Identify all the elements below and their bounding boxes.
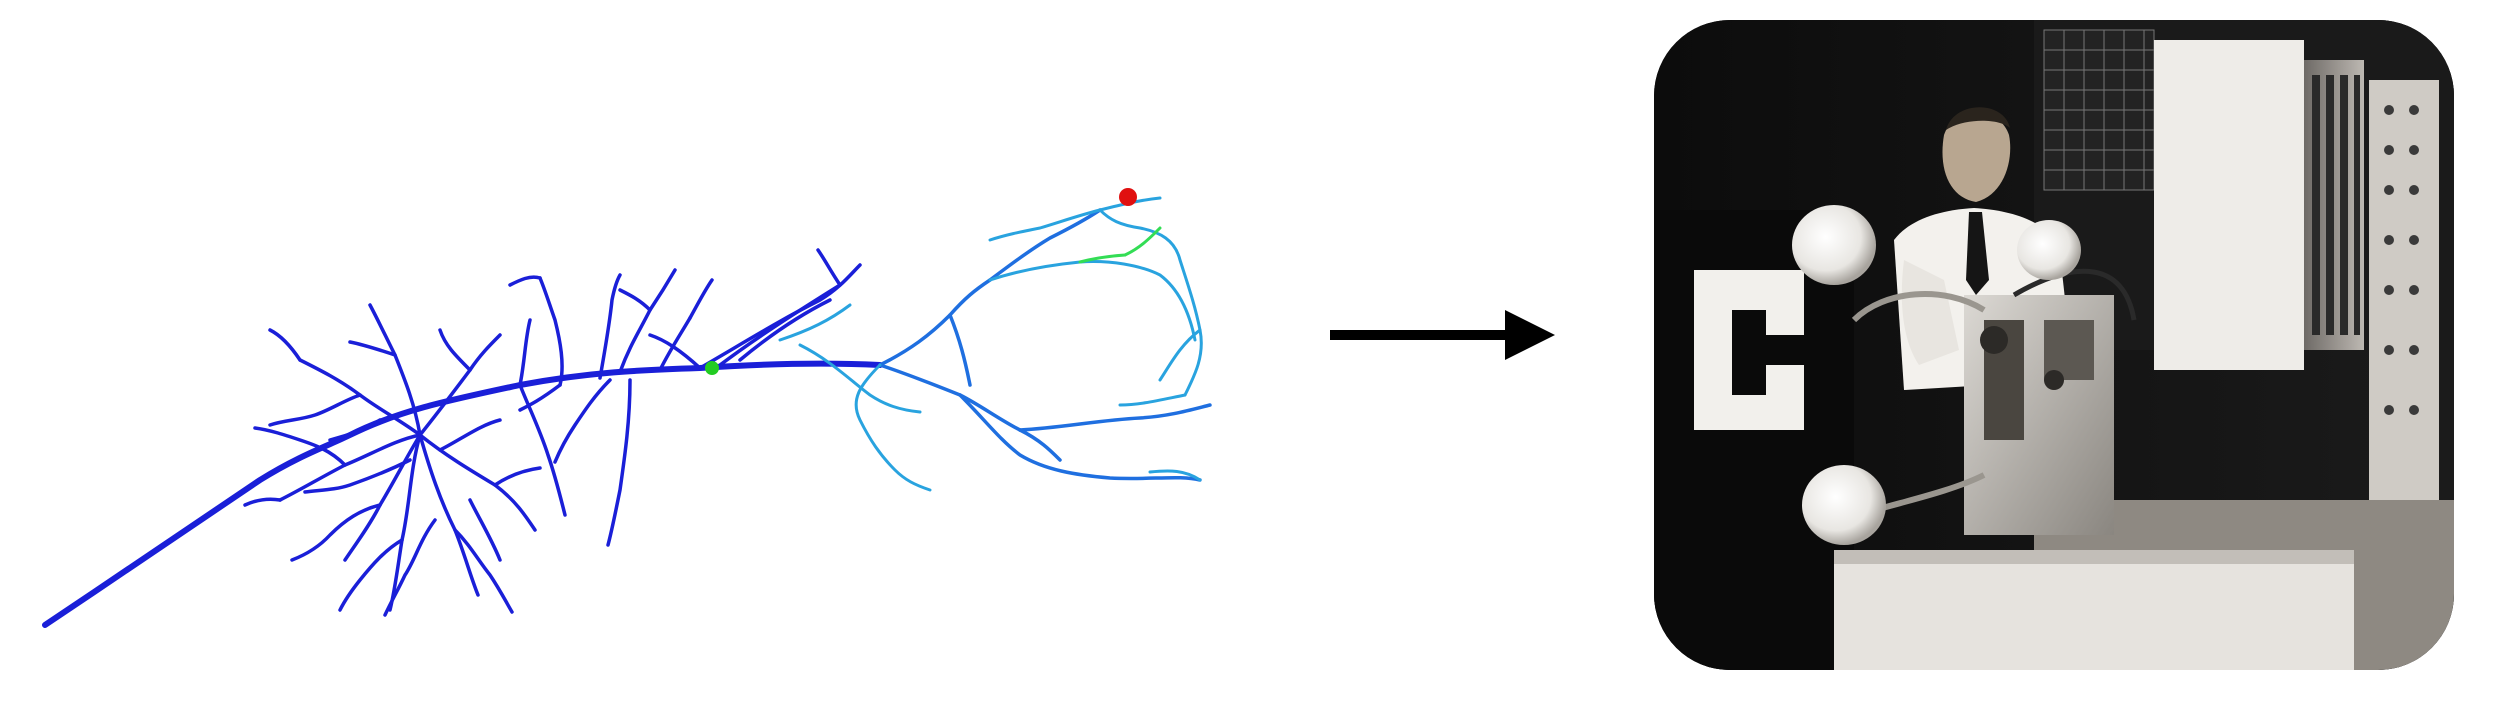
right-arrow-icon <box>1330 310 1555 360</box>
photo-grid-panel <box>2043 29 2155 191</box>
neuron-start-marker <box>705 361 719 375</box>
neuron-left-arbor <box>243 303 567 617</box>
neuron-axon-trunk <box>42 360 883 628</box>
photo-rack-slots <box>2312 75 2360 335</box>
neuron-right-loop <box>878 208 1212 482</box>
photo-letter-c <box>1694 270 1804 430</box>
neuron-green-trace <box>1078 226 1162 264</box>
photo-illustration <box>1654 20 2454 670</box>
neuron-right-loop-light <box>778 196 1203 492</box>
vintage-photograph <box>1654 20 2454 670</box>
photo-machine <box>1834 268 2354 670</box>
neuron-reconstruction <box>42 188 1212 628</box>
photo-lamps <box>1792 205 2081 545</box>
neuron-end-marker <box>1119 188 1137 206</box>
photo-rack-dials <box>2384 105 2419 415</box>
neuron-middle-branches <box>508 248 862 547</box>
